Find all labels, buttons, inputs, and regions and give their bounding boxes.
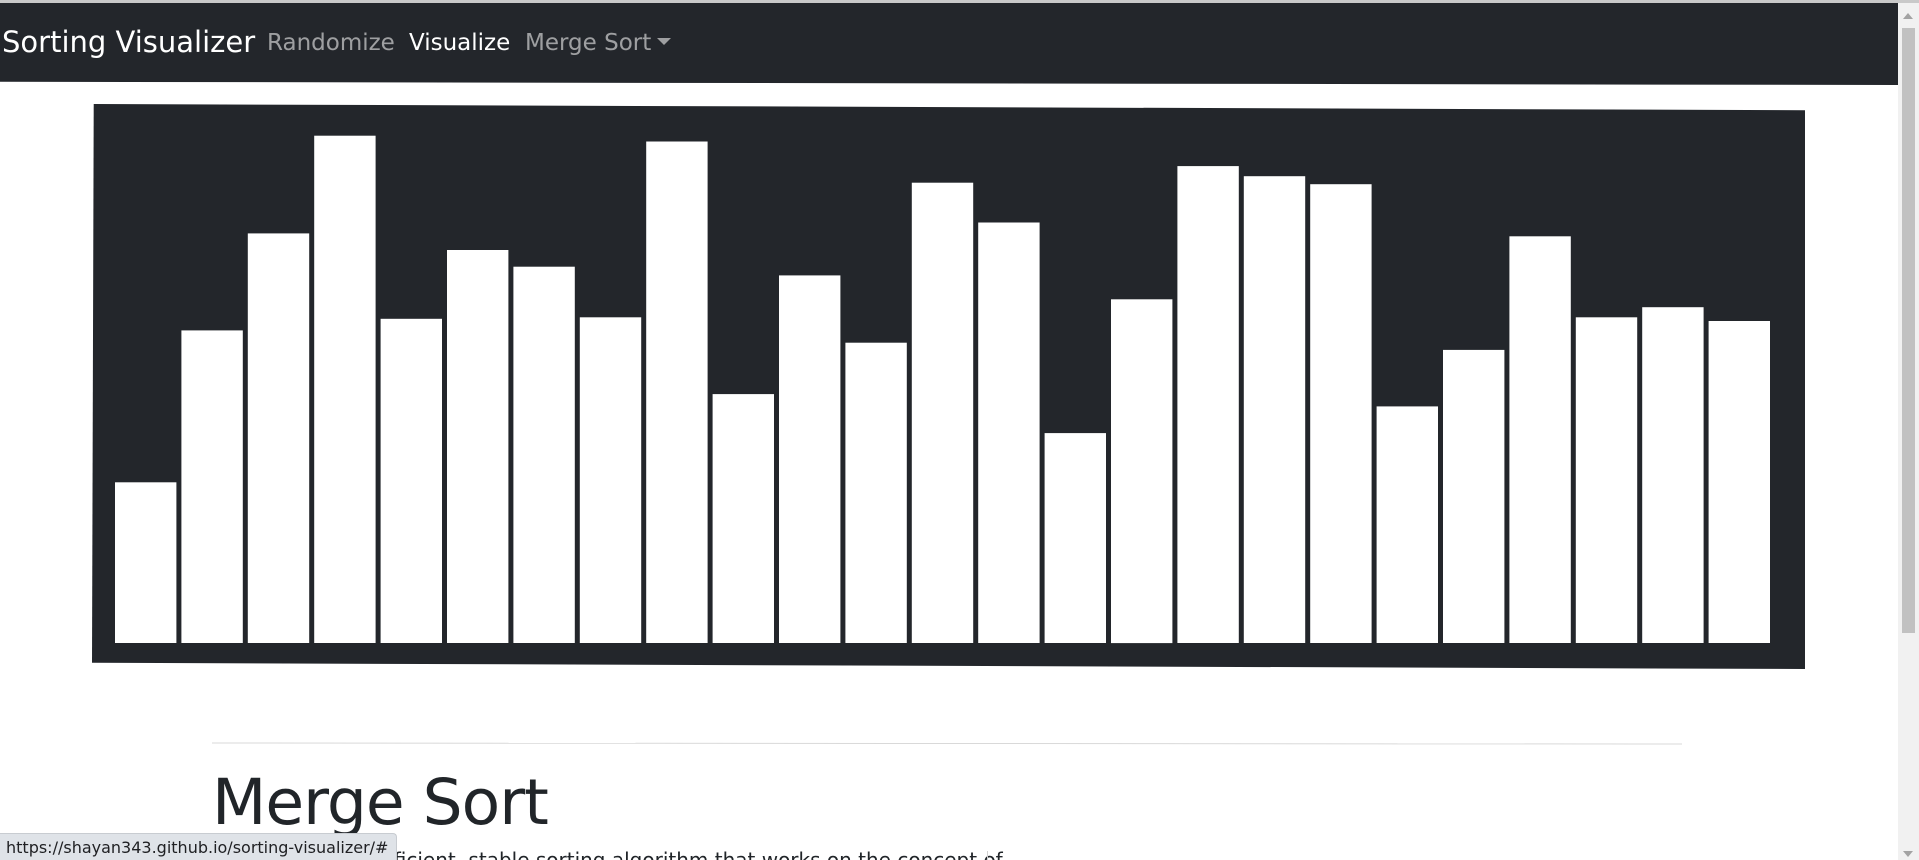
chart-bar xyxy=(579,317,642,643)
chart-bar xyxy=(1310,184,1372,643)
visualize-link[interactable]: Visualize xyxy=(409,30,511,56)
chart-bar xyxy=(447,250,509,643)
chart-bar xyxy=(1376,406,1438,643)
chart-bar xyxy=(911,182,974,643)
chart-bar xyxy=(646,141,708,643)
chart-bar xyxy=(1509,236,1571,644)
chart-bar xyxy=(1111,299,1173,644)
algorithm-description: fficient, stable sorting algorithm that … xyxy=(387,848,1003,860)
chart-bar xyxy=(247,233,310,643)
chart-bar xyxy=(181,330,243,643)
chart-bar xyxy=(1044,433,1106,643)
chart-bar xyxy=(1177,166,1239,643)
column-divider xyxy=(987,851,988,860)
chart-bar xyxy=(115,482,177,643)
chart-bar xyxy=(779,275,841,643)
algorithm-dropdown-label: Merge Sort xyxy=(525,30,652,56)
randomize-link[interactable]: Randomize xyxy=(267,30,395,56)
chart-bar xyxy=(845,342,907,643)
chart-bar xyxy=(1642,307,1704,643)
algorithm-dropdown[interactable]: Merge Sort xyxy=(525,30,672,56)
caret-down-icon xyxy=(657,38,672,45)
vertical-scrollbar[interactable] xyxy=(1898,3,1919,860)
scroll-down-arrow-icon[interactable] xyxy=(1903,851,1913,857)
navbar-brand[interactable]: Sorting Visualizer xyxy=(2,25,256,59)
status-bar-url: https://shayan343.github.io/sorting-visu… xyxy=(0,833,398,860)
chart-bar xyxy=(1243,176,1306,643)
chart-bar xyxy=(314,135,376,643)
scrollbar-thumb[interactable] xyxy=(1902,28,1915,633)
chart-bar xyxy=(1575,317,1638,643)
chart-bar xyxy=(1708,321,1770,643)
chart-bar xyxy=(712,394,774,643)
chart-bar xyxy=(513,266,575,643)
algorithm-heading: Merge Sort xyxy=(212,766,549,839)
navbar: Sorting Visualizer Randomize Visualize M… xyxy=(0,3,1898,85)
chart-bar xyxy=(978,222,1040,643)
chart-bar xyxy=(1443,349,1505,643)
bars-chart xyxy=(92,104,1805,669)
chart-bar xyxy=(380,318,442,643)
scroll-up-arrow-icon[interactable] xyxy=(1903,13,1913,19)
section-divider xyxy=(211,742,1683,745)
window-top-edge xyxy=(0,0,1919,3)
bars-chart-svg xyxy=(115,135,1770,644)
